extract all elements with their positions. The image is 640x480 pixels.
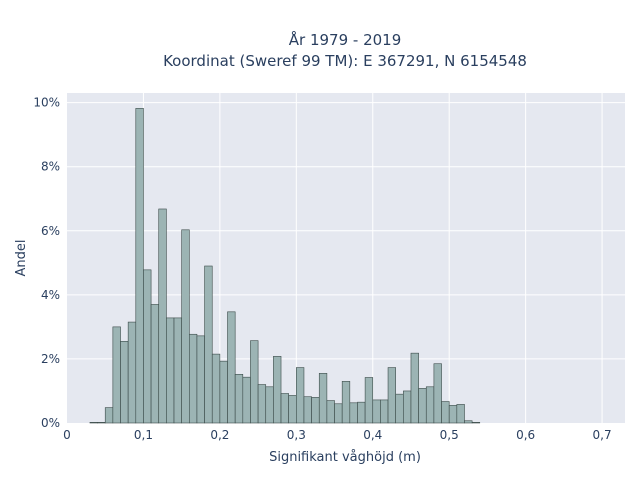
histogram-bar: [364, 377, 374, 424]
histogram-bar: [204, 265, 213, 424]
histogram-bar: [89, 422, 98, 424]
histogram-bar: [104, 407, 114, 424]
histogram-bar: [318, 373, 328, 424]
x-tick-label: 0,1: [134, 428, 153, 442]
histogram-bar: [425, 386, 435, 424]
histogram-bar: [181, 229, 190, 424]
histogram-bar: [341, 381, 351, 424]
histogram-bar: [257, 384, 267, 424]
histogram-bar: [311, 397, 320, 424]
histogram-bar: [112, 326, 121, 424]
histogram-bar: [242, 376, 251, 424]
x-tick-label: 0,6: [516, 428, 535, 442]
histogram-bar: [410, 352, 419, 424]
histogram-bar: [189, 333, 198, 424]
x-tick-label: 0,7: [593, 428, 612, 442]
histogram-bar: [433, 363, 442, 424]
x-tick-label: 0,5: [440, 428, 459, 442]
histogram-bar: [288, 395, 297, 424]
histogram-bar: [250, 340, 259, 424]
histogram-bar: [227, 311, 236, 424]
histogram-bar: [219, 360, 228, 424]
x-axis-label: Signifikant våghöjd (m): [269, 450, 421, 465]
y-tick-label: 8%: [41, 160, 60, 174]
histogram-bar: [418, 388, 427, 424]
histogram-bar: [143, 269, 152, 424]
x-axis-ticks: 0 0,1 0,2 0,3 0,4 0,5 0,6 0,7: [63, 428, 611, 442]
histogram-bar: [173, 317, 182, 424]
y-tick-label: 10%: [33, 96, 60, 110]
chart-subtitle: Koordinat (Sweref 99 TM): E 367291, N 61…: [163, 52, 527, 70]
histogram-bar: [120, 341, 129, 424]
histogram-bar: [265, 386, 274, 424]
histogram-bar: [380, 399, 389, 424]
y-tick-label: 2%: [41, 352, 60, 366]
histogram-bar: [349, 402, 358, 424]
y-tick-label: 4%: [41, 288, 60, 302]
histogram-bar: [135, 108, 144, 424]
histogram-bar: [372, 399, 381, 424]
histogram-bar: [303, 396, 312, 424]
histogram-bar: [326, 400, 335, 424]
x-tick-label: 0,4: [363, 428, 382, 442]
histogram-bar: [357, 401, 366, 424]
x-tick-label: 0,2: [210, 428, 229, 442]
y-tick-label: 6%: [41, 224, 60, 238]
y-axis-label: Andel: [14, 240, 29, 277]
x-tick-label: 0,3: [287, 428, 306, 442]
histogram-bar: [464, 420, 473, 424]
histogram-bar: [471, 422, 481, 424]
histogram-bar: [234, 374, 244, 424]
x-tick-label: 0: [63, 428, 71, 442]
histogram-bars: [89, 108, 481, 424]
histogram-bar: [127, 321, 137, 424]
histogram-bar: [395, 393, 404, 424]
histogram-bar: [166, 317, 175, 424]
y-axis-ticks: 0% 2% 4% 6% 8% 10%: [33, 96, 60, 430]
histogram-bar: [387, 367, 396, 424]
histogram-bar: [273, 356, 282, 424]
histogram-bar: [448, 405, 458, 424]
histogram-bar: [211, 353, 221, 424]
y-tick-label: 0%: [41, 416, 60, 430]
histogram-bar: [150, 304, 160, 424]
histogram-bar: [97, 422, 106, 424]
chart-title: År 1979 - 2019: [289, 30, 402, 49]
histogram-bar: [403, 390, 412, 424]
histogram-bar: [280, 393, 289, 424]
histogram-bar: [334, 403, 343, 424]
histogram-bar: [456, 404, 465, 424]
histogram-bar: [441, 401, 450, 424]
histogram-bar: [158, 208, 167, 424]
histogram-bar: [196, 335, 205, 424]
histogram-bar: [296, 367, 305, 424]
